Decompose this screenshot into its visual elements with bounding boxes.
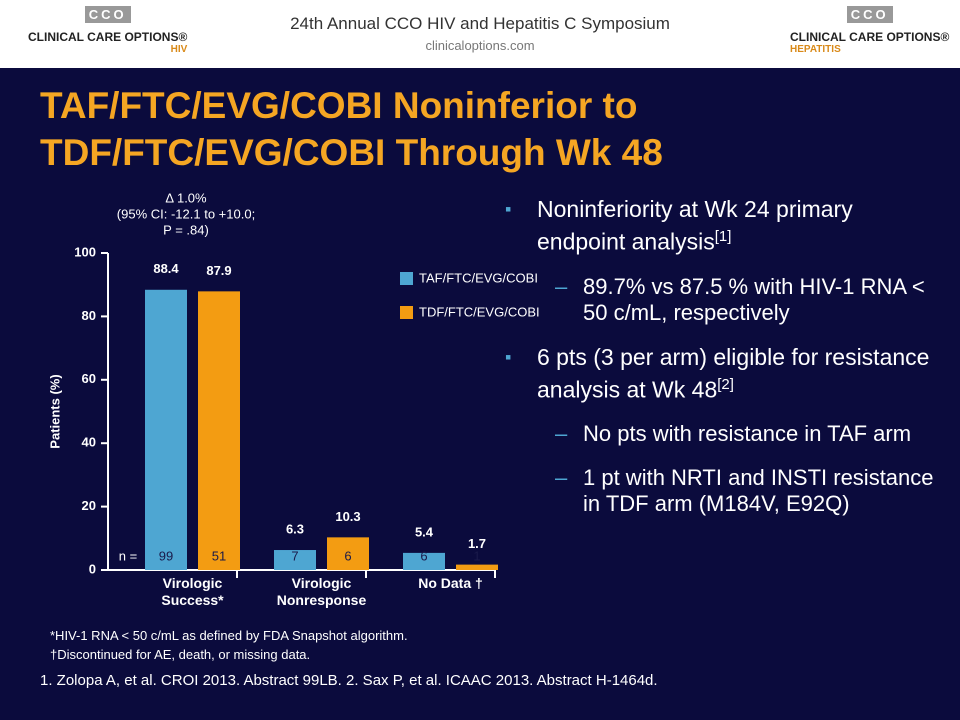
- x-tick-label: No Data †: [418, 575, 483, 591]
- annotation: (95% CI: -12.1 to +10.0;: [117, 206, 255, 221]
- bullets: Noninferiority at Wk 24 primary endpoint…: [505, 196, 945, 535]
- references: 1. Zolopa A, et al. CROI 2013. Abstract …: [40, 672, 658, 689]
- header: CCO CLINICAL CARE OPTIONS® HIV CCO CLINI…: [0, 0, 960, 68]
- slide-title: TAF/FTC/EVG/COBI Noninferior to TDF/FTC/…: [40, 85, 663, 173]
- y-tick-label: 100: [74, 244, 96, 259]
- footnote: †Discontinued for AE, death, or missing …: [50, 647, 311, 662]
- bar: [403, 552, 445, 570]
- bullet: 6 pts (3 per arm) eligible for resistanc…: [505, 344, 945, 404]
- annotation: Δ 1.0%: [165, 190, 207, 205]
- y-tick-label: 60: [82, 371, 96, 386]
- logo-mark: CCO: [84, 6, 131, 23]
- y-tick-label: 80: [82, 308, 96, 323]
- n-value: 51: [212, 548, 226, 563]
- footnote: *HIV-1 RNA < 50 c/mL as defined by FDA S…: [50, 628, 408, 643]
- value-label: 10.3: [335, 509, 360, 524]
- value-label: 5.4: [415, 524, 434, 539]
- y-tick-label: 20: [82, 498, 96, 513]
- value-label: 87.9: [206, 263, 231, 278]
- bar: [274, 550, 316, 570]
- bullet-text: 89.7% vs 87.5 % with HIV-1 RNA < 50 c/mL…: [583, 273, 925, 325]
- value-label: 6.3: [286, 521, 304, 536]
- bullet-text: 1 pt with NRTI and INSTI resistance in T…: [583, 465, 934, 517]
- logo-sub: HIV: [170, 44, 188, 55]
- x-tick-label: Virologic Nonresponse: [276, 575, 367, 608]
- n-value: 7: [291, 548, 298, 563]
- logo-mark: CCO: [846, 6, 893, 23]
- value-label: 1.7: [468, 536, 486, 551]
- y-axis-label: Patients (%): [47, 374, 62, 448]
- annotation: P = .84): [163, 222, 209, 237]
- bullet-text: Noninferiority at Wk 24 primary endpoint…: [537, 196, 853, 255]
- bullet-text: No pts with resistance in TAF arm: [583, 421, 912, 447]
- n-value: 6: [420, 548, 427, 563]
- legend-swatch: [400, 306, 413, 319]
- x-tick-label: Virologic Success*: [161, 575, 224, 608]
- bullet: 89.7% vs 87.5 % with HIV-1 RNA < 50 c/mL…: [505, 274, 945, 326]
- n-value: 99: [159, 548, 173, 563]
- bar: [456, 564, 498, 570]
- y-tick-label: 40: [82, 435, 96, 450]
- logo-left: CCO CLINICAL CARE OPTIONS® HIV: [28, 6, 187, 55]
- y-tick-label: 0: [89, 561, 96, 576]
- n-label: n =: [119, 548, 137, 563]
- logo-name: CLINICAL CARE OPTIONS®: [790, 30, 950, 44]
- logo-name: CLINICAL CARE OPTIONS®: [28, 30, 188, 44]
- url: clinicaloptions.com: [425, 38, 535, 53]
- bar: [198, 291, 240, 570]
- bullet: 1 pt with NRTI and INSTI resistance in T…: [505, 465, 945, 517]
- logo-right: CCO CLINICAL CARE OPTIONS® HEPATITIS: [790, 6, 949, 55]
- bullet: No pts with resistance in TAF arm: [505, 421, 945, 447]
- n-value: 6: [344, 548, 351, 563]
- value-label: 88.4: [153, 261, 179, 276]
- n-value: 1: [473, 548, 480, 563]
- symposium: 24th Annual CCO HIV and Hepatitis C Symp…: [290, 14, 670, 33]
- logo-sub: HEPATITIS: [790, 44, 841, 55]
- bullet-text: 6 pts (3 per arm) eligible for resistanc…: [537, 343, 930, 403]
- bullet: Noninferiority at Wk 24 primary endpoint…: [505, 196, 945, 256]
- reference: [2]: [717, 375, 734, 393]
- bar: [145, 289, 187, 570]
- bar: [327, 537, 369, 570]
- legend-swatch: [400, 272, 413, 285]
- reference: [1]: [714, 228, 732, 245]
